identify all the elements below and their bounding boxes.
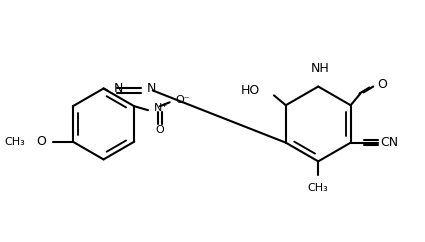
Text: CH₃: CH₃ — [5, 137, 26, 147]
Text: NH: NH — [311, 62, 329, 75]
Text: N⁺: N⁺ — [154, 103, 168, 113]
Text: CN: CN — [380, 136, 398, 149]
Text: CH₃: CH₃ — [308, 183, 329, 193]
Text: N: N — [147, 82, 156, 95]
Text: O: O — [156, 125, 164, 135]
Text: N: N — [113, 82, 123, 95]
Text: HO: HO — [241, 84, 260, 97]
Text: O: O — [377, 78, 387, 91]
Text: O⁻: O⁻ — [176, 95, 190, 105]
Text: O: O — [37, 135, 46, 148]
